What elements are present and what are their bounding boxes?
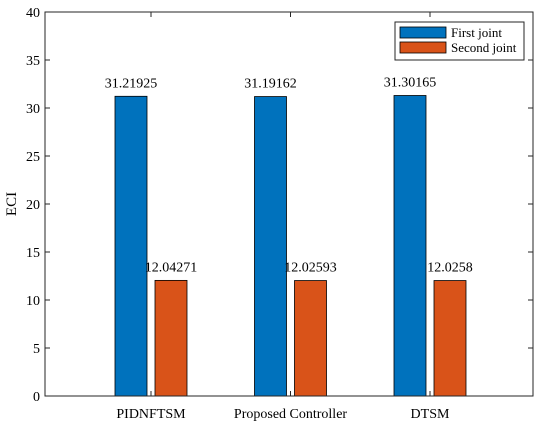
legend-label: Second joint: [451, 40, 517, 55]
bar-second-joint: [294, 280, 327, 397]
y-tick-label: 15: [26, 246, 40, 261]
y-tick-label: 5: [33, 342, 40, 357]
legend-swatch: [399, 26, 447, 39]
legend-swatch: [399, 41, 447, 54]
y-tick-label: 0: [33, 390, 40, 405]
bar-first-joint: [254, 96, 287, 397]
bar-value-labels: 31.21925 31.19162 31.30165 12.04271 12.02593…: [105, 76, 473, 276]
bar-second-joint: [154, 279, 188, 397]
x-tick-label: PIDNFTSM: [116, 407, 186, 422]
y-tick-label: 10: [26, 294, 40, 309]
y-axis-label: ECI: [4, 192, 20, 216]
bar-value-label: 12.04271: [145, 260, 198, 275]
bar-value-label: 31.19162: [244, 77, 297, 92]
bar-second-joint: [433, 280, 467, 397]
legend-label: First joint: [451, 25, 502, 40]
bars: [114, 95, 467, 397]
y-tick-label: 25: [26, 150, 40, 165]
bar-first-joint: [114, 95, 148, 397]
bar-value-label: 31.21925: [105, 76, 158, 91]
bar-value-label: 12.02593: [284, 261, 337, 276]
y-tick-label: 30: [26, 102, 40, 117]
x-tick-label: Proposed Controller: [234, 407, 347, 422]
y-axis: 0 5 10 15 20 25 30 35 40: [26, 6, 533, 405]
x-axis: PIDNFTSM Proposed Controller DTSM: [116, 12, 450, 422]
bar-value-label: 31.30165: [384, 76, 437, 91]
y-tick-label: 20: [26, 198, 40, 213]
bar-first-joint: [393, 95, 427, 397]
bar-value-label: 12.0258: [427, 261, 473, 276]
x-tick-label: DTSM: [411, 407, 450, 422]
y-tick-label: 40: [26, 6, 40, 21]
y-tick-label: 35: [26, 54, 40, 69]
